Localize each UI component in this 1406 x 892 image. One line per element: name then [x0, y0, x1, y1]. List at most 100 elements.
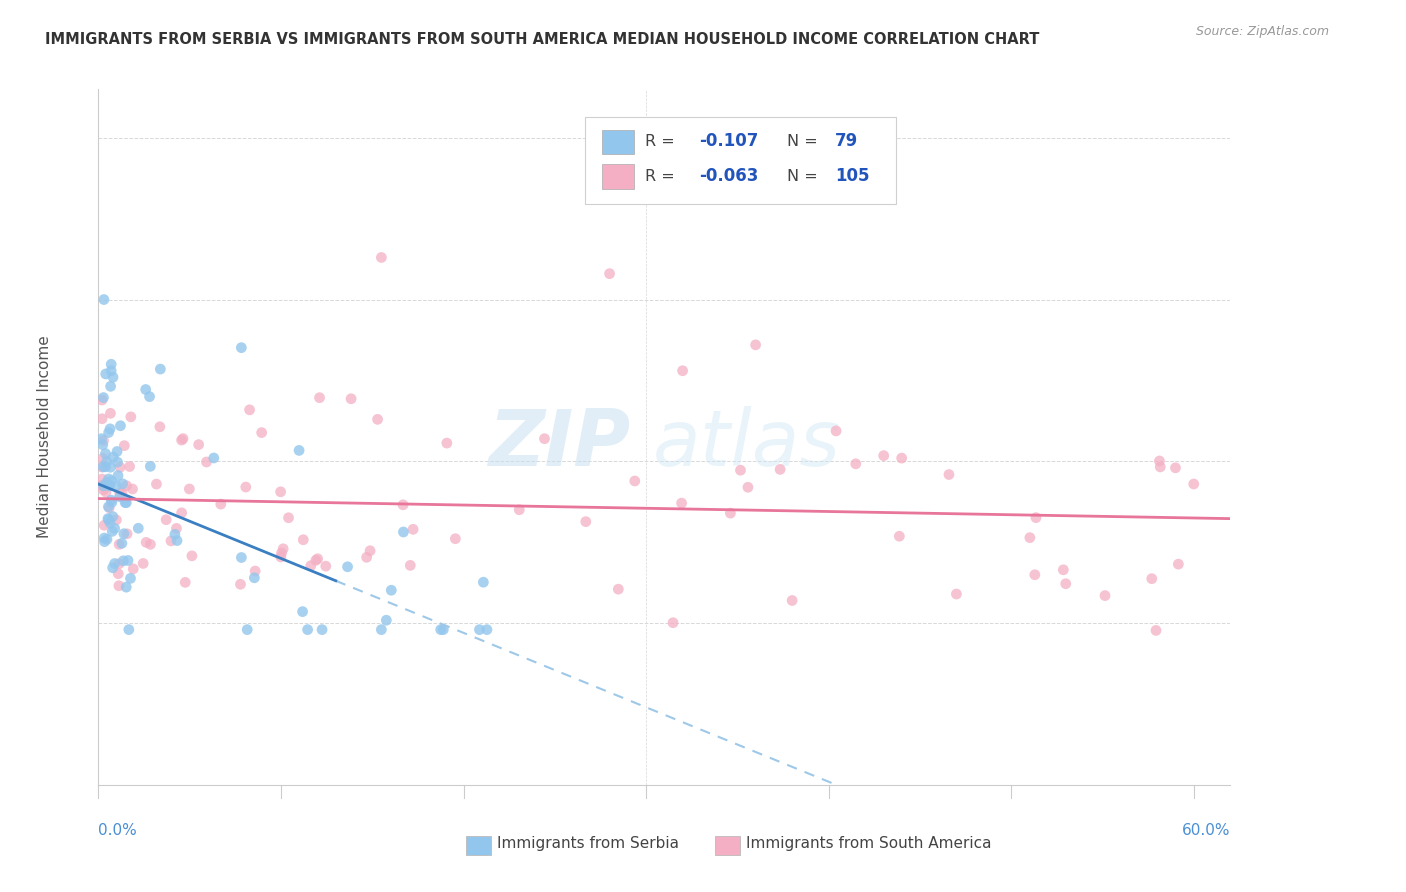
Text: 60.0%: 60.0% [1182, 823, 1230, 838]
Point [120, 571, 142, 585]
Text: Immigrants from Serbia: Immigrants from Serbia [496, 836, 679, 851]
Point [101, 495, 124, 509]
Point [845, 457, 868, 471]
Point [139, 459, 162, 474]
Point [96, 533, 118, 547]
Point [472, 575, 495, 590]
Point [945, 587, 967, 601]
Point [93, 391, 115, 405]
Point [288, 443, 311, 458]
Point [105, 479, 128, 493]
Text: -0.063: -0.063 [699, 167, 759, 186]
Point [108, 490, 131, 504]
Bar [602, 129, 634, 154]
Point [98, 479, 121, 493]
Point [155, 513, 177, 527]
Point [93, 518, 115, 533]
Point [132, 557, 155, 571]
Point [229, 577, 252, 591]
Point [91, 392, 114, 407]
Point [108, 486, 131, 500]
Point [359, 543, 381, 558]
Point [91, 438, 114, 452]
Text: 79: 79 [835, 132, 859, 151]
Point [93, 479, 115, 493]
Point [110, 418, 132, 433]
Point [94, 446, 117, 460]
Point [444, 532, 467, 546]
Point [392, 524, 415, 539]
Point [115, 580, 138, 594]
Point [231, 550, 253, 565]
Point [101, 524, 124, 539]
Point [243, 571, 266, 585]
Point [100, 460, 122, 475]
Point [93, 434, 115, 448]
Point [873, 449, 896, 463]
Point [671, 364, 693, 378]
Point [94, 367, 117, 381]
Point [825, 424, 848, 438]
Point [111, 476, 134, 491]
Text: IMMIGRANTS FROM SERBIA VS IMMIGRANTS FROM SOUTH AMERICA MEDIAN HOUSEHOLD INCOME : IMMIGRANTS FROM SERBIA VS IMMIGRANTS FRO… [45, 32, 1039, 47]
Text: N =: N = [786, 134, 823, 149]
Point [402, 522, 425, 536]
Point [231, 341, 253, 355]
Point [671, 496, 693, 510]
Point [100, 379, 122, 393]
Text: 105: 105 [835, 167, 870, 186]
Point [315, 559, 337, 574]
Point [91, 451, 114, 466]
Point [98, 422, 121, 436]
Point [340, 392, 363, 406]
Point [1164, 460, 1187, 475]
Point [508, 502, 530, 516]
Point [475, 623, 498, 637]
Point [122, 562, 145, 576]
Point [100, 406, 122, 420]
Point [108, 537, 131, 551]
Point [114, 495, 136, 509]
Point [270, 484, 292, 499]
Point [299, 558, 322, 573]
Point [1182, 477, 1205, 491]
Point [91, 460, 114, 475]
Point [170, 433, 193, 447]
Point [105, 513, 128, 527]
Point [1018, 531, 1040, 545]
Point [100, 357, 122, 371]
Point [1167, 557, 1189, 571]
Point [1024, 567, 1046, 582]
Point [107, 566, 129, 581]
Point [889, 529, 911, 543]
Text: ZIP: ZIP [488, 406, 630, 482]
Point [115, 496, 138, 510]
Point [292, 533, 315, 547]
Point [138, 390, 160, 404]
Point [297, 623, 319, 637]
Point [730, 463, 752, 477]
Point [127, 521, 149, 535]
Point [170, 506, 193, 520]
Point [429, 623, 451, 637]
Point [623, 474, 645, 488]
Text: Source: ZipAtlas.com: Source: ZipAtlas.com [1195, 25, 1329, 38]
Text: -0.107: -0.107 [699, 132, 759, 151]
Point [305, 553, 328, 567]
Point [367, 412, 389, 426]
Point [1094, 589, 1116, 603]
Text: 0.0%: 0.0% [98, 823, 138, 838]
Point [399, 558, 422, 573]
Point [1025, 510, 1047, 524]
Point [890, 451, 912, 466]
Point [270, 546, 292, 560]
Point [235, 480, 257, 494]
Point [187, 437, 209, 451]
Point [91, 459, 114, 474]
Point [270, 549, 292, 564]
Point [607, 582, 630, 597]
Point [533, 432, 555, 446]
Point [311, 623, 333, 637]
Point [599, 267, 621, 281]
Point [209, 497, 232, 511]
